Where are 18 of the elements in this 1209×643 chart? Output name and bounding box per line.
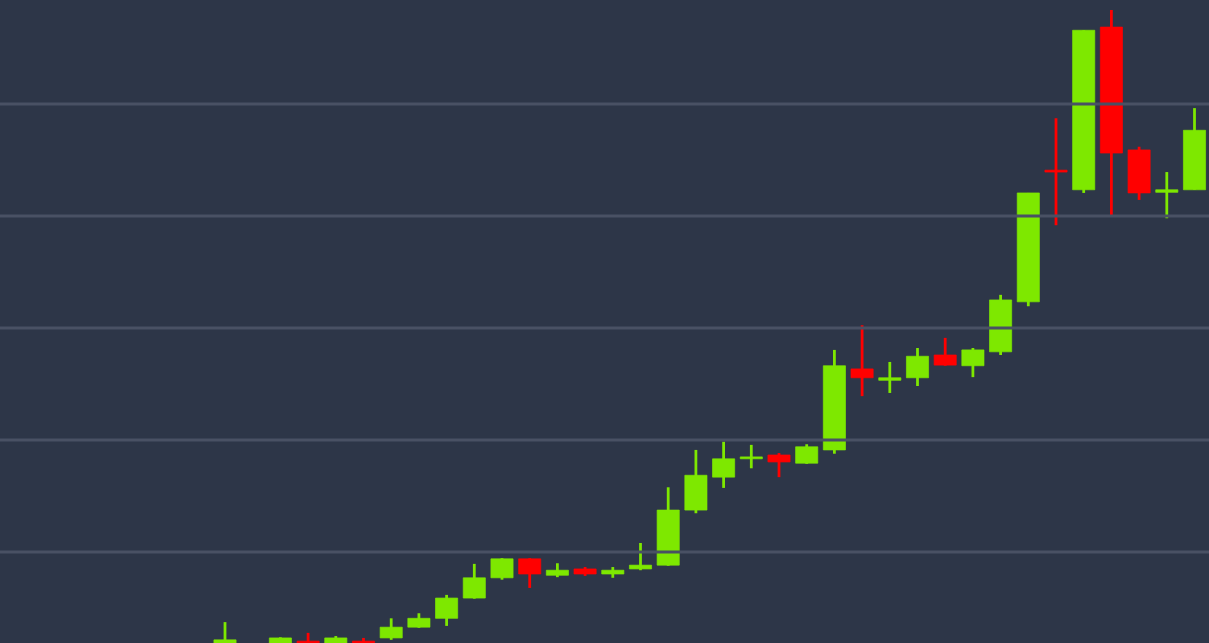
candlestick xyxy=(462,562,486,601)
candlestick xyxy=(435,593,459,628)
candlestick xyxy=(213,620,237,643)
candlestick xyxy=(379,616,403,642)
candlestick xyxy=(795,442,819,466)
candlestick xyxy=(767,451,791,479)
candlestick xyxy=(1044,116,1068,227)
candlestick xyxy=(906,346,929,388)
candlestick xyxy=(518,556,542,590)
candlestick xyxy=(629,541,652,572)
candlestick xyxy=(961,346,985,379)
candlestick xyxy=(933,336,957,368)
candlestick xyxy=(739,443,763,470)
candlestick xyxy=(850,323,874,398)
candlestick xyxy=(1155,170,1179,220)
candlestick xyxy=(490,556,514,582)
candlestick xyxy=(712,440,736,490)
candlestick xyxy=(878,360,902,395)
